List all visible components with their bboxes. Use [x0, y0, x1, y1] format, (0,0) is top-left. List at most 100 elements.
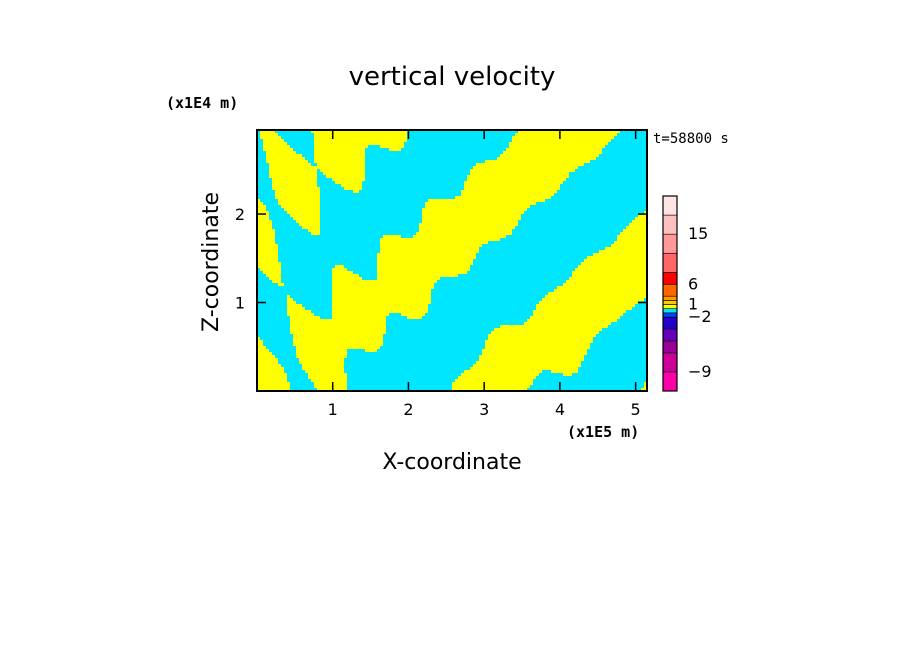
field-cell: [299, 358, 344, 361]
field-cell: [257, 208, 266, 211]
colorbar-label: 6: [688, 274, 698, 293]
field-cell: [377, 268, 470, 271]
plot-frame: [256, 129, 648, 392]
colorbar-bin: [662, 283, 678, 297]
field-cell: [296, 220, 320, 223]
field-cell: [263, 148, 293, 151]
field-cell: [302, 226, 320, 229]
field-cell: [275, 190, 320, 193]
field-cell: [257, 226, 272, 229]
field-cell: [401, 313, 425, 316]
field-cell: [314, 133, 407, 136]
field-cell: [626, 226, 647, 229]
field-cell: [380, 238, 500, 241]
field-cell: [314, 142, 404, 145]
field-cell: [332, 307, 428, 310]
field-cell: [257, 352, 272, 355]
field-cell: [512, 139, 611, 142]
field-cell: [263, 145, 290, 148]
field-cell: [461, 193, 554, 196]
field-cell: [380, 250, 479, 253]
field-cell: [533, 310, 626, 313]
field-cell: [479, 355, 584, 358]
field-cell: [257, 370, 284, 373]
field-cell: [332, 277, 362, 280]
field-cell: [269, 166, 365, 169]
field-cell: [473, 364, 581, 367]
field-cell: [311, 232, 320, 235]
field-cell: [290, 322, 386, 325]
colorbar-bin: [662, 312, 678, 318]
y-axis-label: Z-coordinate: [199, 192, 224, 332]
field-cell: [260, 133, 278, 136]
field-cell: [326, 175, 365, 178]
field-cell: [545, 295, 647, 298]
field-cell: [257, 265, 281, 268]
colorbar-bin: [662, 352, 678, 373]
field-cell: [428, 199, 545, 202]
field-cell: [257, 262, 281, 265]
field-cell: [482, 352, 587, 355]
field-cell: [464, 187, 560, 190]
field-cell: [317, 163, 365, 166]
field-cell: [476, 361, 581, 364]
chart-title: vertical velocity: [349, 62, 556, 92]
field-cell: [257, 349, 269, 352]
field-cell: [257, 346, 266, 349]
colorbar-bin: [662, 233, 678, 254]
field-cell: [524, 322, 611, 325]
field-cell: [272, 187, 320, 190]
field-cell: [257, 355, 275, 358]
field-cell: [314, 382, 347, 385]
field-cell: [353, 190, 359, 193]
field-cell: [425, 202, 536, 205]
field-cell: [260, 130, 275, 133]
field-cell: [470, 172, 569, 175]
field-cell: [332, 268, 347, 271]
field-cell: [314, 157, 365, 160]
field-cell: [422, 217, 521, 220]
field-cell: [263, 142, 287, 145]
field-cell: [269, 163, 311, 166]
colorbar-bin: [662, 214, 678, 235]
field-cell: [269, 172, 317, 175]
field-cell: [461, 373, 539, 376]
field-cell: [479, 358, 584, 361]
field-cell: [257, 229, 275, 232]
field-cell: [503, 151, 602, 154]
colorbar-frame: [662, 195, 678, 392]
field-cell: [494, 328, 602, 331]
colorbar-bin: [662, 272, 678, 285]
field-cell: [257, 235, 275, 238]
field-cell: [515, 133, 617, 136]
field-cell: [257, 373, 287, 376]
field-cell: [293, 217, 320, 220]
field-cell: [572, 271, 647, 274]
field-cell: [284, 208, 320, 211]
colorbar-bin: [662, 308, 678, 314]
field-cell: [314, 139, 407, 142]
field-cell: [320, 169, 365, 172]
field-cell: [419, 223, 518, 226]
time-label: t=58800 s: [653, 131, 729, 147]
field-cell: [638, 214, 647, 217]
field-cell: [464, 181, 563, 184]
field-cell: [605, 247, 647, 250]
field-cell: [419, 226, 515, 229]
field-cell: [422, 208, 527, 211]
field-cell: [305, 370, 344, 373]
colorbar-bin: [662, 304, 678, 310]
field-cell: [257, 232, 275, 235]
heatmap-field: [257, 130, 647, 391]
field-cell: [257, 340, 263, 343]
field-cell: [455, 379, 533, 382]
field-cell: [383, 235, 401, 238]
field-cell: [458, 376, 536, 379]
field-cell: [377, 265, 470, 268]
field-cell: [527, 319, 617, 322]
field-cell: [314, 145, 368, 148]
field-cell: [473, 166, 578, 169]
field-cell: [257, 388, 290, 391]
field-cell: [257, 202, 263, 205]
colorbar-bin: [662, 371, 678, 392]
